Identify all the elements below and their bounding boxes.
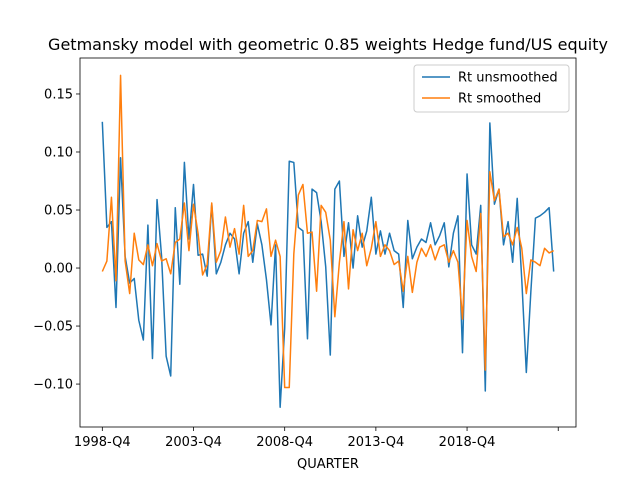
x-tick-label: 1998-Q4: [74, 435, 131, 450]
series-layer: [101, 74, 555, 409]
x-tick-label: 2013-Q4: [347, 435, 404, 450]
legend: Rt unsmoothed Rt smoothed: [413, 64, 570, 113]
x-tick-label: 2018-Q4: [439, 435, 496, 450]
axes-layer: −0.10 −0.05 0.00 0.05 0.10 0.15 1998-Q4 2003-Q4…: [33, 57, 577, 450]
series-line-0: [101, 121, 555, 409]
series-line-1: [101, 74, 555, 389]
x-axis-label: QUARTER: [297, 457, 359, 472]
legend-label-0: Rt unsmoothed: [458, 71, 558, 86]
axes-frame: [79, 57, 577, 428]
x-tick-label: 2008-Q4: [256, 435, 313, 450]
y-tick-label: 0.00: [44, 262, 73, 277]
y-tick-label: −0.10: [33, 378, 73, 393]
y-tick-label: 0.10: [44, 145, 73, 160]
legend-label-1: Rt smoothed: [458, 92, 541, 107]
y-tick-label: 0.15: [44, 87, 73, 102]
y-tick-label: −0.05: [33, 320, 73, 335]
x-tick-label: 2003-Q4: [165, 435, 222, 450]
y-tick-label: 0.05: [44, 204, 73, 219]
chart-title: Getmansky model with geometric 0.85 weig…: [48, 35, 608, 54]
legend-box: [413, 64, 570, 113]
